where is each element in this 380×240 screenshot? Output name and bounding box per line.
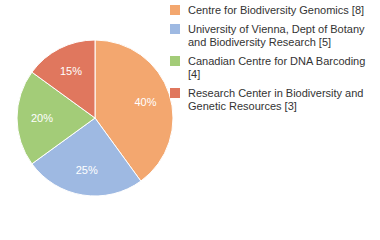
html-text:University of Vienna, Dept of: University of Vienna, Dept of Botany and…	[188, 23, 365, 48]
html-text:Canadian Centre for DNA Barcod: Canadian Centre for DNA Barcoding [4]	[188, 55, 366, 80]
svg-text:20%: 20%	[31, 112, 53, 124]
html-text:Centre for Biodiversity Genomi: Centre for Biodiversity Genomics [8]	[188, 4, 365, 16]
html-text:Research Center in Biodiversit: Research Center in Biodiversity and Gene…	[188, 87, 364, 112]
svg-text:15%: 15%	[60, 65, 82, 77]
svg-text:40%: 40%	[134, 96, 156, 108]
svg-text:25%: 25%	[76, 164, 98, 176]
